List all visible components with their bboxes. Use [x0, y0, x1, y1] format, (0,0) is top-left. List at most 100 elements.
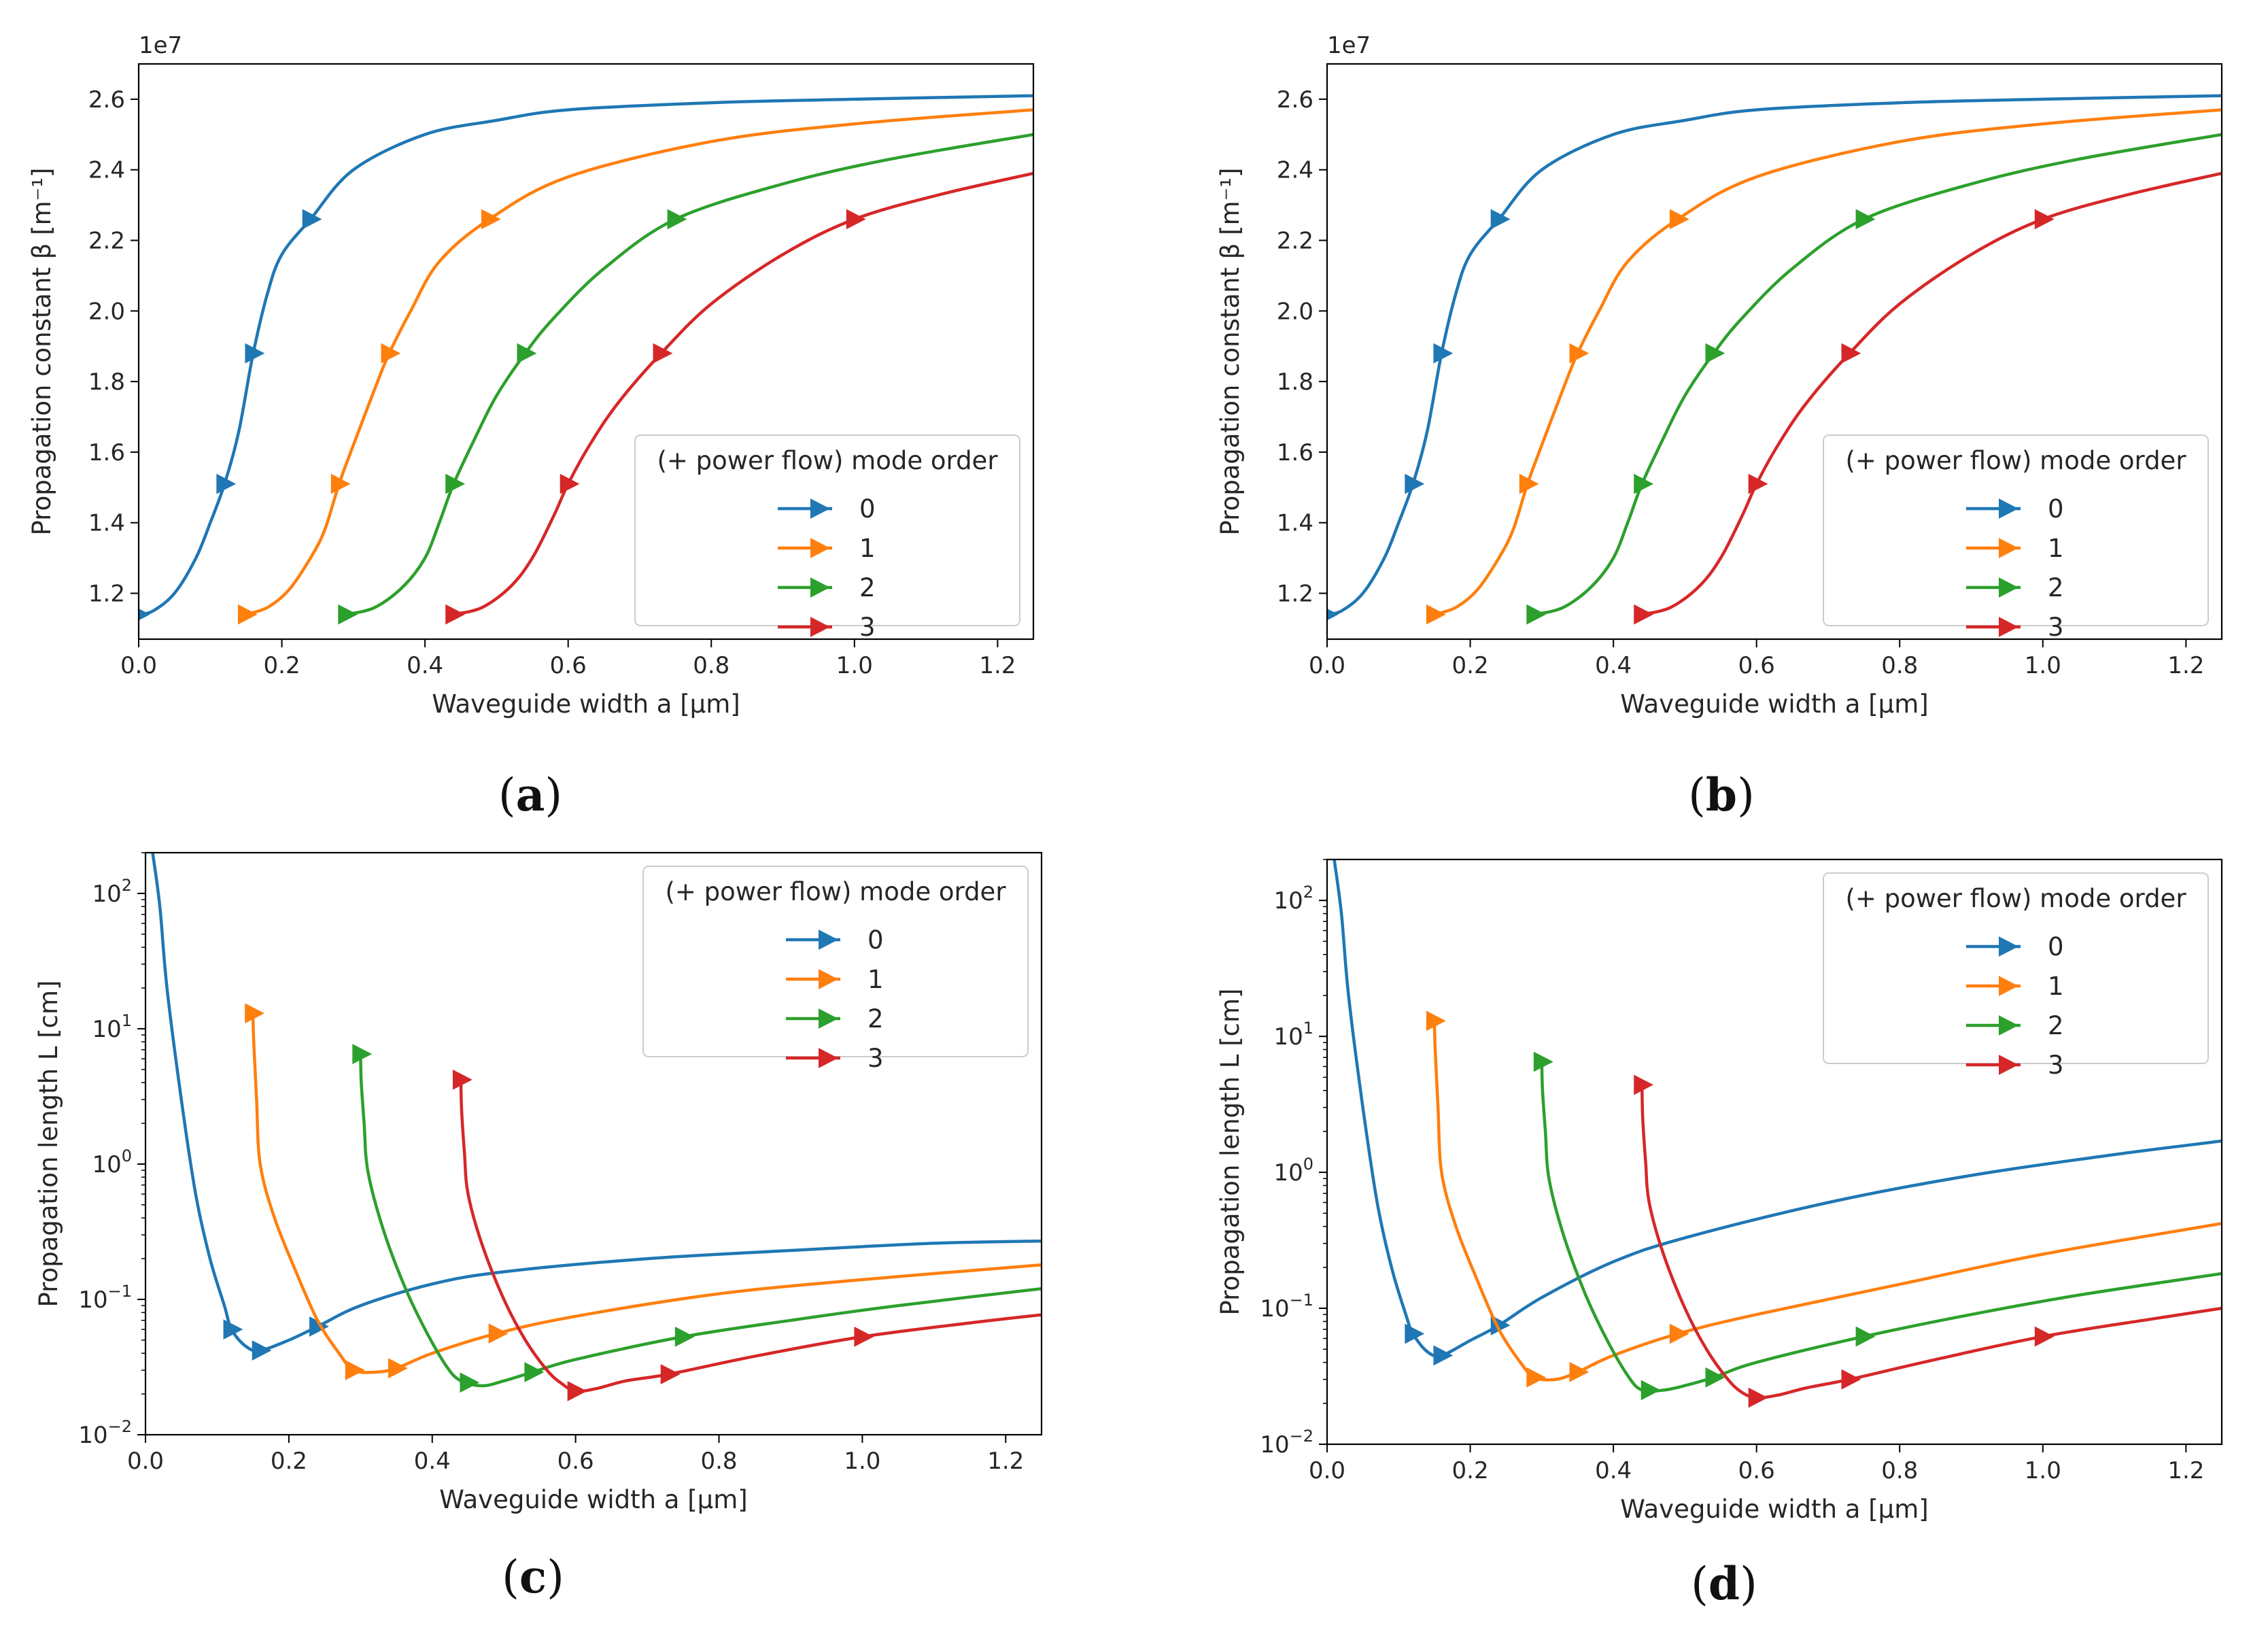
y-tick-label: 2.2 [88, 228, 125, 255]
series-marker-mode-2 [1855, 1326, 1876, 1347]
x-tick-label: 0.8 [1881, 652, 1918, 679]
series-marker-mode-2 [1705, 343, 1725, 364]
legend-entry-label: 3 [2048, 1051, 2064, 1080]
x-tick-label: 1.0 [844, 1448, 880, 1475]
legend-swatch-marker [1999, 976, 2018, 996]
x-tick-label: 0.0 [120, 652, 157, 679]
series-marker-mode-1 [345, 1360, 365, 1380]
legend-swatch-marker [819, 1048, 838, 1068]
series-marker-mode-2 [1634, 473, 1654, 494]
legend-title: (+ power flow) mode order [1845, 884, 2186, 913]
x-tick-label: 0.2 [271, 1448, 307, 1475]
series-line-mode-1 [251, 1012, 1042, 1374]
series-marker-mode-1 [1569, 343, 1590, 364]
series-line-mode-0 [151, 853, 1042, 1352]
y-axis-label: Propagation length L [cm] [34, 981, 63, 1308]
x-axis-label: Waveguide width a [μm] [1620, 1495, 1928, 1524]
legend-title: (+ power flow) mode order [657, 446, 998, 475]
x-axis-label: Waveguide width a [μm] [439, 1485, 747, 1514]
legend-swatch-marker [819, 1008, 838, 1029]
x-tick-label: 0.0 [1309, 1457, 1345, 1484]
legend: (+ power flow) mode order 0 1 2 3 [634, 434, 1020, 642]
legend-swatch-marker [1999, 1055, 2018, 1075]
series-marker-mode-0 [1327, 608, 1339, 621]
panel-a: 0.0 0.2 0.4 0.6 0.8 1.0 1.2 1.2 1.4 1.6 1.8 2.0 2.2 2… [27, 32, 1035, 719]
series-marker-mode-3 [1748, 473, 1768, 494]
legend-entry-label: 1 [2048, 972, 2064, 1001]
series-marker-mode-2 [352, 1044, 373, 1065]
series-marker-mode-3 [854, 1326, 874, 1347]
caption-b: (b) [1688, 768, 1755, 821]
x-tick-label: 0.0 [127, 1448, 164, 1475]
x-tick-label: 0.8 [700, 1448, 737, 1475]
series-marker-mode-2 [667, 209, 687, 230]
series-line-mode-3 [1640, 1083, 2222, 1399]
series-marker-mode-1 [245, 1003, 264, 1024]
series-marker-mode-3 [560, 473, 580, 494]
legend-entry-label: 1 [867, 965, 884, 994]
legend-entry-label: 2 [867, 1004, 884, 1034]
x-tick-label: 0.0 [1309, 652, 1345, 679]
legend: (+ power flow) mode order 0 1 2 3 [1823, 872, 2209, 1080]
series-marker-mode-3 [1841, 343, 1861, 364]
axes-frame [137, 63, 1035, 641]
x-tick-label: 0.4 [1595, 1457, 1632, 1484]
legend-entry-label: 2 [859, 573, 876, 602]
series-marker-mode-3 [2034, 209, 2055, 230]
axes-frame [1326, 858, 2223, 1446]
legend-entry-label: 0 [2048, 932, 2064, 961]
legend-entry-label: 0 [2048, 494, 2064, 524]
y-tick-label: 2.0 [1277, 298, 1313, 325]
y-tick-label: 1.6 [88, 439, 125, 466]
y-axis-label: Propagation constant β [m⁻¹] [27, 168, 56, 536]
y-axis-label: Propagation length L [cm] [1216, 989, 1245, 1316]
y-tick-label: 1.2 [1277, 581, 1313, 608]
plot-area [151, 853, 1042, 1401]
series-line-mode-1 [244, 108, 1033, 616]
y-tick-label: 1.8 [1277, 369, 1313, 396]
y-offset-text: 1e7 [1327, 32, 1371, 59]
series-marker-mode-1 [1669, 1323, 1689, 1344]
series-line-mode-0 [1333, 859, 2222, 1358]
series-marker-mode-2 [1705, 1367, 1725, 1388]
series-marker-mode-1 [330, 473, 351, 494]
legend-entry-label: 3 [867, 1044, 884, 1073]
series-marker-mode-0 [1490, 209, 1511, 230]
y-tick-label: 10−1 [1260, 1291, 1313, 1323]
legend-swatch-marker [810, 538, 830, 558]
y-tick-label: 1.8 [88, 369, 125, 396]
caption-d: (d) [1691, 1557, 1757, 1610]
series-marker-mode-0 [139, 608, 150, 621]
y-tick-label: 101 [1273, 1019, 1313, 1051]
axes-frame [1326, 63, 2223, 641]
series-marker-mode-3 [1841, 1369, 1861, 1390]
plot-area [1333, 859, 2222, 1408]
series-marker-mode-2 [674, 1326, 695, 1347]
y-tick-label: 10−2 [1260, 1427, 1313, 1459]
series-marker-mode-3 [660, 1364, 681, 1384]
series-marker-mode-1 [1569, 1361, 1590, 1382]
x-tick-label: 1.0 [2025, 1457, 2061, 1484]
x-tick-label: 0.8 [1881, 1457, 1918, 1484]
legend-swatch-marker [810, 498, 830, 519]
y-tick-label: 2.4 [1277, 157, 1313, 184]
legend-swatch-marker [1999, 936, 2018, 957]
series-marker-mode-1 [488, 1323, 509, 1344]
series-marker-mode-0 [302, 209, 322, 230]
x-tick-label: 1.0 [836, 652, 873, 679]
panel-d: 0.0 0.2 0.4 0.6 0.8 1.0 1.210−210−1100101102Wa… [1216, 858, 2223, 1524]
series-marker-mode-0 [1405, 473, 1425, 494]
series-marker-mode-0 [1405, 1323, 1425, 1344]
series-marker-mode-2 [460, 1372, 480, 1393]
series-marker-mode-3 [1748, 1387, 1768, 1408]
x-tick-label: 0.6 [557, 1448, 594, 1475]
series-marker-mode-3 [1634, 604, 1654, 625]
x-tick-label: 1.2 [979, 652, 1016, 679]
x-tick-label: 0.2 [1452, 1457, 1489, 1484]
x-tick-label: 0.2 [1452, 652, 1489, 679]
x-tick-label: 1.0 [2025, 652, 2061, 679]
legend-entry-label: 0 [859, 494, 876, 524]
x-tick-label: 0.8 [693, 652, 729, 679]
x-tick-label: 0.4 [407, 652, 443, 679]
